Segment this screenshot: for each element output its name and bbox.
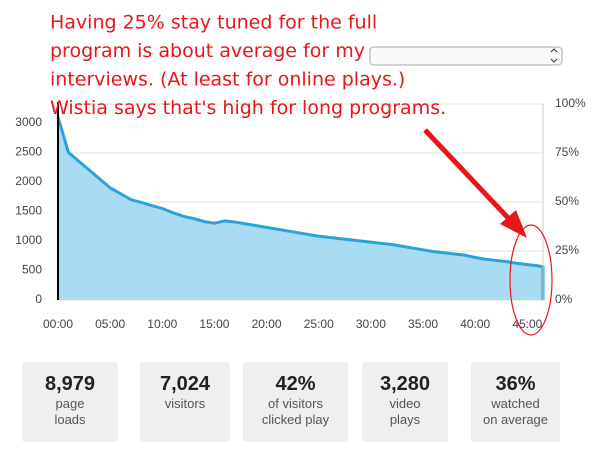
stat-value: 8,979 [44, 373, 96, 395]
annotation-line: Wistia says that's high for long program… [50, 97, 446, 119]
y2-tick-label: 75% [555, 145, 579, 159]
stat-label: visitors [164, 396, 206, 411]
y2-tick-label: 100% [555, 96, 586, 110]
y-tick-label: 1500 [15, 204, 42, 218]
y-tick-label: 500 [22, 263, 42, 277]
x-tick-label: 15:00 [199, 317, 229, 331]
y-tick-label: 3000 [15, 115, 42, 129]
y2-tick-label: 50% [555, 194, 579, 208]
stat-label: on average [482, 412, 549, 427]
annotation-line: interviews. (At least for online plays.) [50, 69, 405, 91]
x-tick-label: 35:00 [408, 317, 438, 331]
annotation-ellipse [509, 224, 553, 336]
stat-box: 3,280 video plays [362, 362, 448, 442]
x-tick-label: 30:00 [356, 317, 386, 331]
dropdown[interactable] [369, 46, 563, 66]
x-tick-label: 20:00 [252, 317, 282, 331]
stat-value: 42% [275, 373, 316, 395]
line [56, 116, 545, 300]
stat-value: 7,024 [159, 373, 211, 395]
y2-tick-label: 0% [555, 292, 573, 306]
annotation-line: program is about average for my [50, 40, 365, 62]
stat-label: loads [54, 412, 86, 427]
x-tick-label: 10:00 [147, 317, 177, 331]
stat-value: 36% [495, 373, 536, 395]
plot [56, 103, 545, 301]
stat-label: clicked play [261, 412, 330, 427]
x-tick-label: 05:00 [95, 317, 125, 331]
stat-label: of visitors [268, 396, 323, 411]
x-tick-label: 00:00 [43, 317, 73, 331]
stat-box: 8,979 page loads [22, 362, 118, 442]
y-tick-label: 1000 [15, 233, 42, 247]
y2-tick-label: 25% [555, 243, 579, 257]
stat-box: 42% of visitors clicked play [243, 362, 348, 442]
x-tick-label: 25:00 [304, 317, 334, 331]
annotation-line: Having 25% stay tuned for the full [50, 12, 377, 34]
stat-label: video [389, 396, 421, 411]
stat-label: page [55, 396, 85, 411]
x-tick-label: 40:00 [460, 317, 490, 331]
stat-label: plays [389, 412, 421, 427]
y-tick-label: 2000 [15, 174, 42, 188]
stat-box: 36% watched on average [471, 362, 560, 442]
stat-box: 7,024 visitors [140, 362, 230, 442]
y-tick-label: 2500 [15, 145, 42, 159]
annotation-arrow [423, 128, 514, 224]
y-tick-label: 0 [35, 292, 42, 306]
dropdown-arrows [550, 48, 558, 63]
annotation-arrowhead [500, 210, 527, 238]
stat-value: 3,280 [379, 373, 431, 395]
area [58, 116, 543, 301]
stat-label: watched [491, 396, 540, 411]
